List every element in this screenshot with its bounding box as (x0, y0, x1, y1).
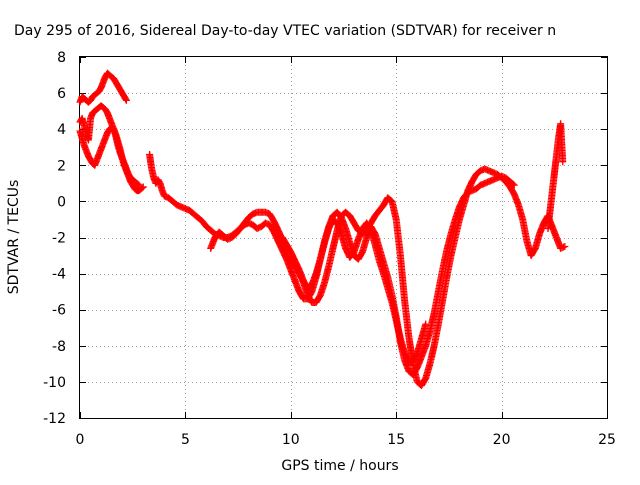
data-point (422, 320, 430, 328)
plot-border (79, 56, 608, 419)
x-tick-label: 10 (282, 432, 300, 448)
y-tick-label: 0 (57, 194, 66, 210)
series-3 (146, 150, 569, 390)
y-tick-label: -4 (52, 267, 66, 283)
series-0 (76, 69, 130, 106)
grid-layer (80, 57, 607, 418)
x-tick-label: 0 (76, 432, 85, 448)
y-tick-label: -12 (43, 411, 66, 427)
data-point (134, 180, 142, 188)
x-axis-label: GPS time / hours (281, 458, 398, 474)
y-tick-label: -10 (43, 375, 66, 391)
y-tick-label: -8 (52, 339, 66, 355)
data-point (138, 184, 146, 192)
points-layer (76, 69, 569, 390)
y-tick-label: -2 (52, 231, 66, 247)
ticks-layer: 0 5 10 15 20 25 -12 -10 -8 -6 -4 -2 0 2 4 6 8 (43, 50, 616, 448)
y-tick-label: 4 (57, 122, 66, 138)
x-tick-label: 5 (181, 432, 190, 448)
y-tick-label: 6 (57, 86, 66, 102)
series-4 (207, 172, 518, 379)
data-point (561, 243, 569, 251)
y-tick-label: 2 (57, 158, 66, 174)
x-tick-label: 25 (598, 432, 616, 448)
chart-title: Day 295 of 2016, Sidereal Day-to-day VTE… (14, 23, 556, 39)
series-5 (278, 215, 430, 366)
y-axis-label: SDTVAR / TECUs (6, 180, 22, 295)
data-point (509, 180, 517, 188)
data-point (559, 158, 567, 166)
x-tick-label: 20 (493, 432, 511, 448)
x-tick-label: 15 (387, 432, 405, 448)
data-point (139, 183, 147, 191)
data-point (122, 96, 130, 104)
series-6 (544, 120, 567, 232)
series-2 (76, 123, 147, 195)
y-tick-label: 8 (57, 50, 66, 66)
y-tick-label: -6 (52, 303, 66, 319)
data-point (510, 181, 518, 189)
data-point (122, 95, 130, 103)
